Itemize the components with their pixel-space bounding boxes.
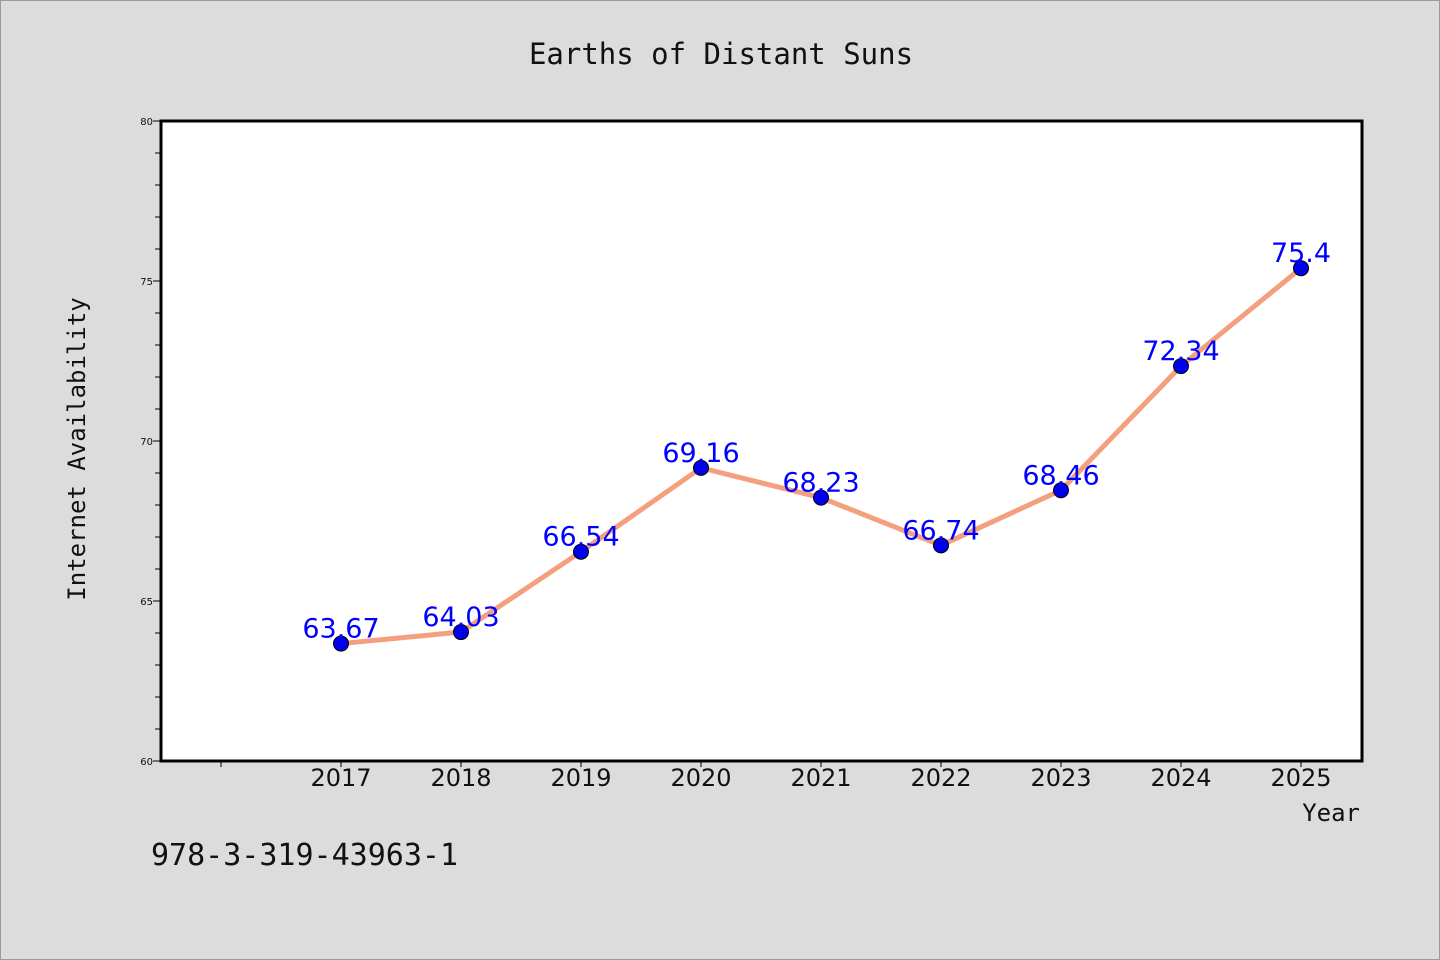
x-tick-label: 2019 — [550, 764, 611, 792]
x-tick-label: 2017 — [310, 764, 371, 792]
x-tick-label: 2024 — [1150, 764, 1211, 792]
data-point — [1053, 482, 1069, 499]
data-label: 63.67 — [302, 614, 379, 645]
y-tick-label: 80 — [140, 117, 153, 128]
x-tick-label: 2018 — [430, 764, 491, 792]
x-tick-label: 2021 — [790, 764, 851, 792]
data-label: 66.74 — [902, 515, 979, 546]
x-tick-label: 2020 — [670, 764, 731, 792]
x-tick-label: 2025 — [1270, 764, 1331, 792]
y-axis-label: Internet Availability — [63, 297, 91, 600]
chart-title: Earths of Distant Suns — [529, 37, 913, 71]
y-tick-label: 65 — [140, 597, 153, 608]
isbn-label: 978-3-319-43963-1 — [151, 838, 458, 873]
x-axis-label: Year — [1302, 799, 1360, 827]
data-point — [1293, 260, 1309, 277]
data-label: 64.03 — [422, 602, 499, 633]
data-label: 68.46 — [1022, 460, 1099, 491]
y-tick-label: 70 — [140, 437, 153, 448]
data-point — [693, 459, 709, 476]
y-axis: 60 65 70 75 80 — [140, 117, 161, 768]
data-label: 66.54 — [542, 522, 619, 553]
x-tick-label: 2023 — [1030, 764, 1091, 792]
data-point — [453, 624, 469, 641]
data-point — [573, 543, 589, 560]
data-label: 68.23 — [782, 468, 859, 499]
data-point — [333, 635, 349, 652]
data-point — [1173, 358, 1189, 375]
data-point — [933, 537, 949, 554]
series-layer: 63.67 64.03 66.54 69.16 68.23 66.74 68.46 72.34… — [302, 238, 1331, 652]
data-label: 72.34 — [1142, 336, 1219, 367]
x-axis: 2017 2018 2019 2020 2021 2022 2023 2024 2025 — [220, 761, 1332, 792]
x-tick-label: 2022 — [910, 764, 971, 792]
y-tick-label: 75 — [140, 277, 153, 288]
data-label: 69.16 — [662, 438, 739, 469]
plot-area — [159, 119, 1364, 763]
y-tick-label: 60 — [140, 757, 153, 768]
data-point — [813, 489, 829, 506]
data-label: 75.4 — [1271, 238, 1331, 269]
